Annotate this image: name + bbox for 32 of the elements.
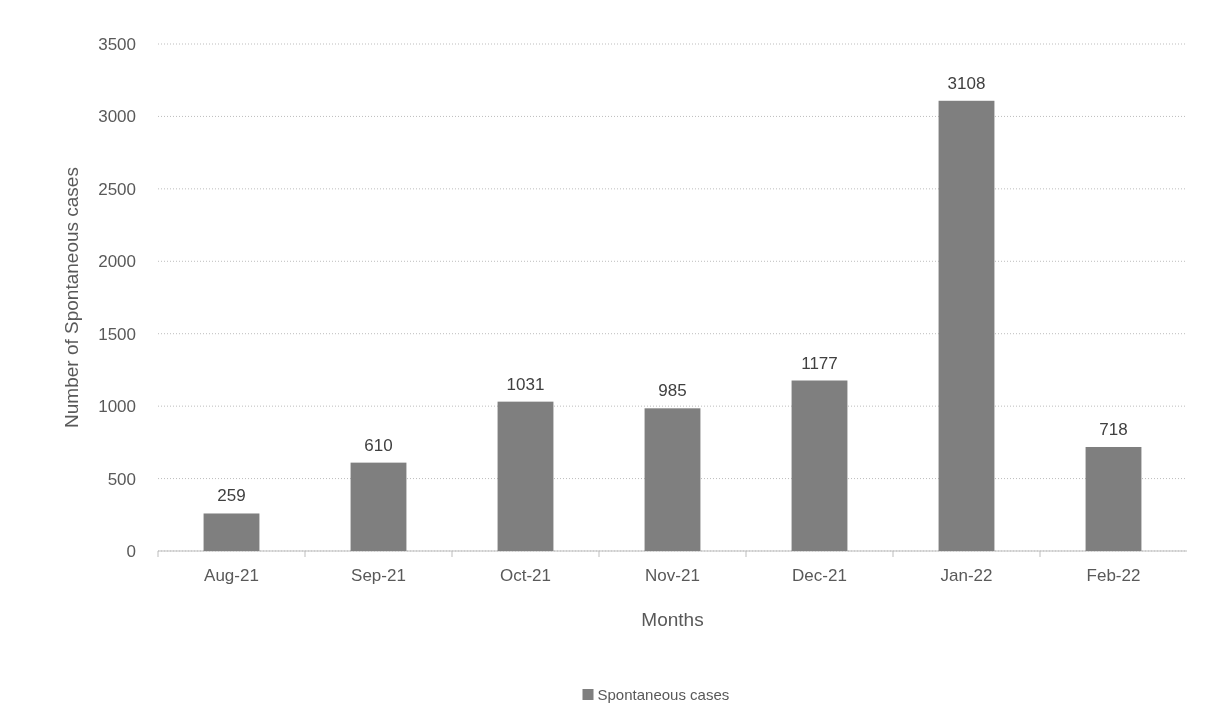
data-label: 3108	[947, 73, 986, 93]
bar	[350, 462, 407, 551]
x-axis-title: Months	[641, 609, 704, 630]
x-tick-label: Dec-21	[792, 566, 847, 585]
bar	[497, 401, 554, 551]
data-label: 1177	[801, 353, 838, 373]
x-tick-label: Feb-22	[1086, 566, 1141, 585]
x-tick-label: Aug-21	[204, 566, 259, 585]
data-label: 1031	[506, 374, 545, 394]
data-label: 985	[658, 381, 687, 401]
y-tick-label: 2500	[98, 179, 136, 199]
legend-label: Spontaneous cases	[597, 686, 730, 704]
bar	[938, 100, 995, 551]
x-tick-label: Oct-21	[499, 566, 552, 585]
y-tick-label: 3000	[98, 107, 136, 127]
x-tick-label: Sep-21	[351, 566, 406, 585]
x-tick-label: Jan-22	[940, 566, 993, 585]
bar	[644, 408, 701, 551]
data-label: 610	[364, 435, 393, 455]
bar	[1085, 446, 1142, 551]
y-tick-label: 500	[107, 469, 136, 489]
y-tick-label: 2000	[98, 252, 136, 272]
data-label: 259	[217, 486, 246, 506]
y-tick-label: 1000	[98, 397, 136, 417]
y-tick-label: 1500	[98, 324, 136, 344]
bar	[791, 380, 848, 551]
y-axis-title: Number of Spontaneous cases	[61, 167, 82, 428]
x-tick-label: Nov-21	[645, 566, 700, 585]
y-tick-label: 3500	[98, 34, 136, 54]
bar	[203, 513, 260, 551]
y-tick-label: 0	[126, 541, 136, 561]
data-label: 718	[1099, 419, 1128, 439]
